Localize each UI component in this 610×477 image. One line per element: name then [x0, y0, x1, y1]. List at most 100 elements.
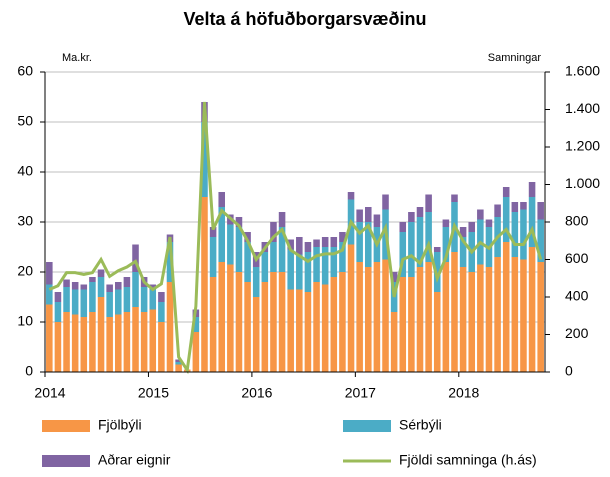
- bar-segment: [296, 254, 303, 290]
- bar-segment: [451, 194, 458, 202]
- y-tick-label: 0: [25, 363, 33, 379]
- bar-segment: [408, 222, 415, 277]
- bar-segment: [227, 224, 234, 265]
- bar-segment: [425, 212, 432, 262]
- bar-segment: [399, 222, 407, 232]
- x-tick-label: 2017: [345, 385, 376, 401]
- bar-segment: [468, 272, 475, 372]
- bar-segment: [63, 287, 70, 312]
- bar-segment: [132, 272, 139, 307]
- x-tick-label: 2015: [138, 385, 169, 401]
- y2-tick-label: 1.200: [565, 138, 600, 154]
- bar-segment: [71, 289, 79, 315]
- bar-segment: [54, 322, 62, 372]
- bar-segment: [166, 242, 174, 282]
- bar-segment: [209, 227, 217, 237]
- bar-segment: [270, 222, 277, 242]
- bar-segment: [330, 247, 338, 277]
- y-tick-label: 60: [17, 63, 33, 79]
- bar-segment: [235, 272, 243, 372]
- bar-segment: [304, 292, 312, 372]
- bar-segment: [399, 232, 407, 277]
- bar-segment: [209, 277, 217, 372]
- bar-segment: [261, 282, 269, 372]
- bar-segment: [382, 194, 389, 210]
- bar-segment: [528, 197, 536, 247]
- bar-segment: [97, 277, 105, 297]
- bar-segment: [339, 232, 346, 242]
- bar-segment: [330, 277, 338, 372]
- bar-segment: [235, 217, 243, 227]
- bar-segment: [502, 242, 510, 372]
- bar-segment: [132, 244, 139, 272]
- x-tick-label: 2014: [34, 385, 65, 401]
- bar-segment: [89, 312, 96, 372]
- bar-segment: [287, 249, 294, 290]
- bar-segment: [123, 277, 131, 287]
- bar-segment: [296, 289, 303, 372]
- y2-tick-label: 0: [565, 363, 573, 379]
- bar-segment: [63, 279, 70, 287]
- bar-segment: [46, 304, 53, 372]
- bar-segment: [442, 262, 450, 372]
- bar-segment: [373, 262, 381, 372]
- bar-segment: [339, 242, 346, 272]
- bar-segment: [313, 282, 320, 372]
- bar-segment: [321, 237, 329, 247]
- bar-segment: [451, 252, 458, 372]
- bar-segment: [373, 214, 381, 227]
- bar-segment: [201, 197, 208, 372]
- bar-segment: [261, 252, 269, 282]
- bar-segment: [278, 272, 286, 372]
- line-series: [48, 101, 543, 375]
- bar-segment: [63, 312, 70, 372]
- bar-segment: [468, 222, 475, 232]
- bar-segment: [115, 282, 122, 290]
- legend-swatch: [42, 420, 90, 432]
- legend-label: Aðrar eignir: [98, 452, 171, 468]
- bar-segment: [511, 212, 519, 257]
- bar-segment: [304, 242, 312, 252]
- bar-segment: [485, 219, 493, 227]
- bar-segment: [356, 209, 363, 222]
- bar-segment: [244, 242, 251, 282]
- bar-segment: [175, 362, 182, 365]
- bar-segment: [270, 242, 277, 272]
- bar-segment: [192, 317, 200, 332]
- bar-segment: [304, 252, 312, 292]
- bar-segment: [97, 269, 105, 277]
- bar-segment: [390, 312, 398, 372]
- bar-segment: [330, 237, 338, 247]
- bar-segment: [235, 227, 243, 272]
- bar-segment: [115, 314, 122, 372]
- bar-segment: [89, 277, 96, 282]
- bar-segment: [80, 289, 88, 317]
- bar-segment: [347, 244, 355, 372]
- bar-segment: [140, 312, 148, 372]
- y2-tick-label: 800: [565, 213, 589, 229]
- y2-tick-label: 400: [565, 288, 589, 304]
- bar-segment: [433, 292, 441, 372]
- bar-segment: [459, 267, 467, 372]
- bar-segment: [218, 262, 225, 372]
- bar-segment: [365, 267, 372, 372]
- bar-segment: [80, 284, 88, 290]
- bar-segment: [46, 284, 53, 305]
- bar-segment: [537, 202, 544, 220]
- bar-segment: [106, 284, 113, 292]
- bar-segment: [80, 317, 88, 372]
- bar-segment: [321, 284, 329, 372]
- bar-segment: [54, 292, 62, 302]
- bar-segment: [54, 302, 62, 322]
- bar-segment: [399, 277, 407, 372]
- bar-segment: [106, 292, 113, 317]
- bar-segment: [244, 282, 251, 372]
- bar-segment: [408, 277, 415, 372]
- y2-tick-label: 600: [565, 250, 589, 266]
- bar-segment: [390, 272, 398, 282]
- bar-segment: [416, 267, 424, 372]
- bar-segment: [528, 247, 536, 372]
- bar-segment: [313, 239, 320, 247]
- x-tick-label: 2016: [241, 385, 272, 401]
